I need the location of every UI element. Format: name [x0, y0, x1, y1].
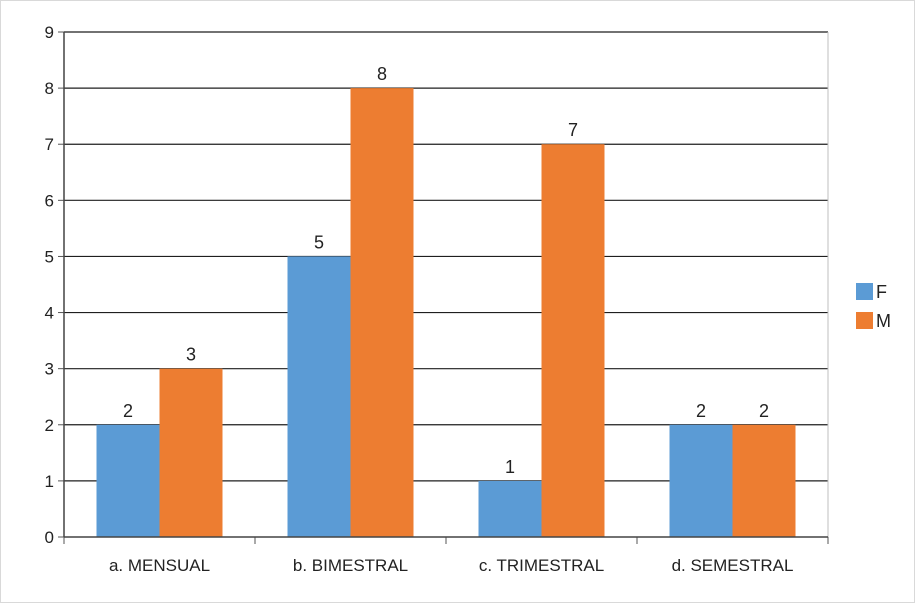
- bar-f-2: [287, 256, 351, 537]
- bar-m-2: [350, 88, 414, 537]
- x-tick-label: a. MENSUAL: [109, 556, 210, 575]
- legend-label-m: M: [876, 311, 891, 331]
- y-tick-label: 5: [45, 247, 54, 266]
- bar-m-1: [159, 368, 223, 537]
- data-label: 2: [123, 401, 133, 421]
- data-labels: 2 3 5 8 1 7 2 2: [123, 64, 769, 477]
- y-tick-label: 2: [45, 416, 54, 435]
- y-tick-label: 9: [45, 23, 54, 42]
- bar-f-4: [669, 424, 733, 537]
- x-tick-label: b. BIMESTRAL: [293, 556, 408, 575]
- x-tick-label: c. TRIMESTRAL: [479, 556, 604, 575]
- y-tick-label: 1: [45, 472, 54, 491]
- legend: FM: [856, 282, 891, 331]
- bar-f-1: [96, 424, 160, 537]
- y-tick-labels: 0 1 2 3 4 5 6 7 8 9: [45, 23, 54, 547]
- data-label: 2: [759, 401, 769, 421]
- legend-label-f: F: [876, 282, 887, 302]
- x-tick-labels: a. MENSUAL b. BIMESTRAL c. TRIMESTRAL d. SE…: [109, 556, 793, 575]
- bar-m-4: [732, 424, 796, 537]
- legend-swatch-m: [856, 312, 873, 329]
- data-label: 7: [568, 120, 578, 140]
- y-tick-label: 7: [45, 135, 54, 154]
- y-tick-label: 4: [45, 304, 54, 323]
- data-label: 3: [186, 345, 196, 365]
- bars: [96, 88, 796, 537]
- data-label: 5: [314, 232, 324, 252]
- bar-m-3: [541, 144, 605, 537]
- data-label: 1: [505, 457, 515, 477]
- y-tick-label: 3: [45, 360, 54, 379]
- y-tick-label: 0: [45, 528, 54, 547]
- axes: [58, 31, 829, 544]
- x-tick-label: d. SEMESTRAL: [672, 556, 794, 575]
- data-label: 2: [696, 401, 706, 421]
- data-label: 8: [377, 64, 387, 84]
- legend-swatch-f: [856, 283, 873, 300]
- y-tick-label: 6: [45, 191, 54, 210]
- y-tick-label: 8: [45, 79, 54, 98]
- bar-f-3: [478, 480, 542, 537]
